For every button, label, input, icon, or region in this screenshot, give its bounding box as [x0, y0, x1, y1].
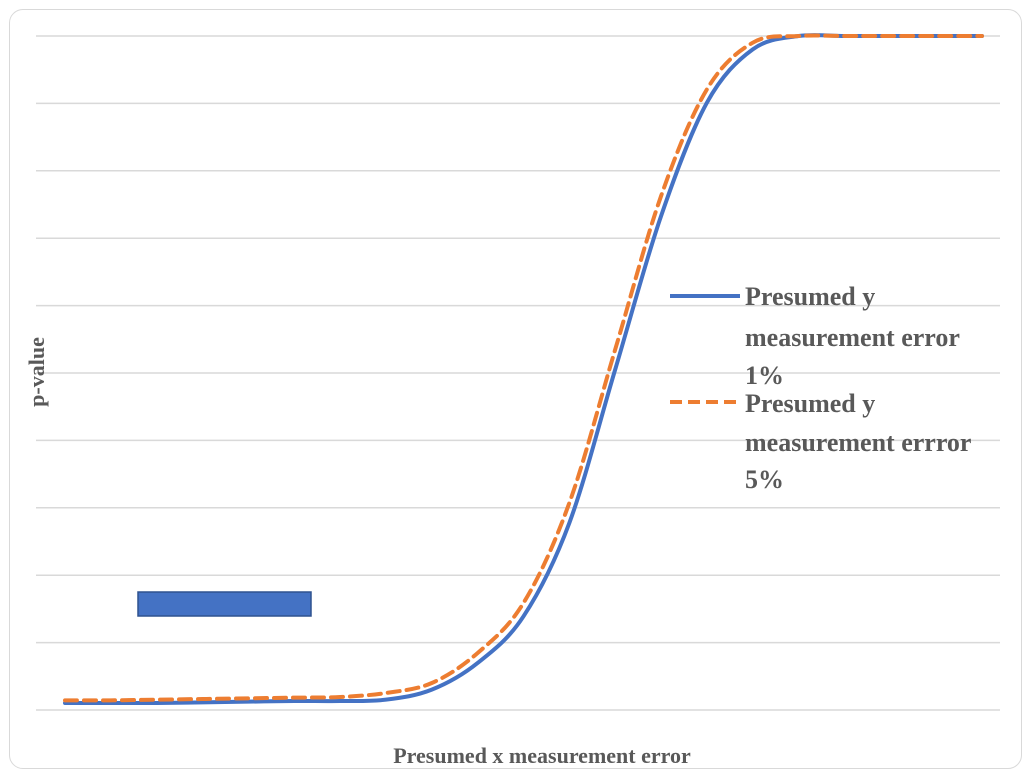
- legend-entry-2: Presumed y measurement errror 5%: [670, 389, 977, 494]
- blue-rectangle-shape: [137, 591, 312, 617]
- legend-label-1: Presumed y measurement error 1%: [745, 282, 966, 390]
- legend-entry-1: Presumed y measurement error 1%: [670, 282, 966, 390]
- legend: Presumed y measurement error 1% Presumed…: [670, 282, 977, 494]
- series-lines: [63, 33, 984, 706]
- x-axis-title: Presumed x measurement error: [393, 743, 691, 768]
- series-line-2: [63, 33, 984, 703]
- y-axis-title: p-value: [24, 337, 49, 407]
- legend-label-2: Presumed y measurement errror 5%: [745, 389, 977, 494]
